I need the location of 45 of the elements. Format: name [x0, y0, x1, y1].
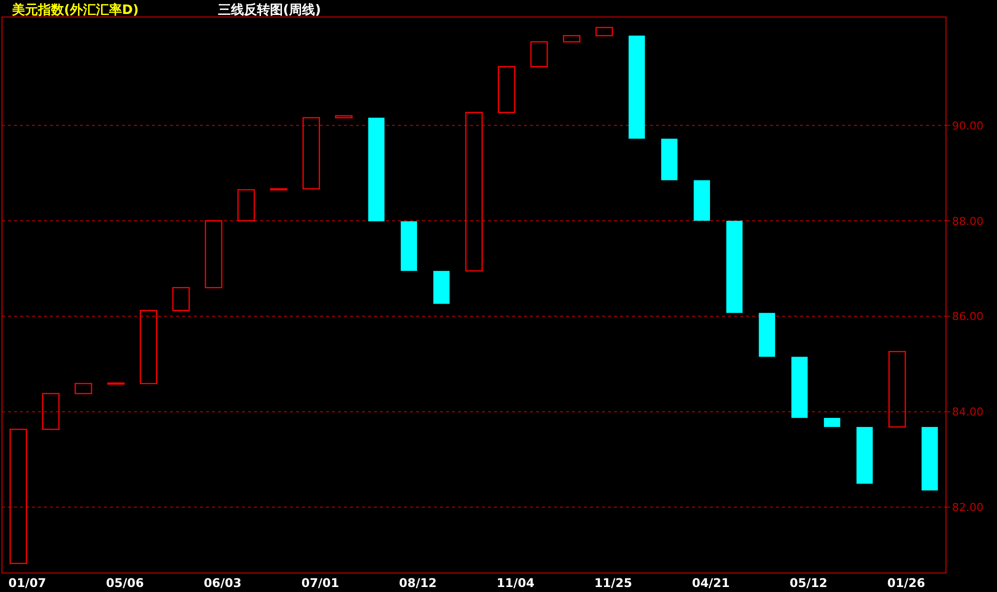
bar: [726, 220, 743, 313]
bar: [42, 392, 60, 430]
bar: [824, 418, 840, 427]
x-tick-label: 11/04: [496, 576, 534, 590]
bar: [335, 115, 353, 118]
bar: [433, 270, 450, 304]
bar: [888, 350, 906, 428]
chart-subtitle: 三线反转图(周线): [218, 2, 321, 18]
bar: [758, 312, 776, 357]
bar: [856, 426, 873, 484]
bar: [10, 428, 28, 564]
bar: [791, 356, 808, 418]
x-tick-label: 07/01: [301, 576, 340, 590]
bar: [368, 118, 384, 222]
y-tick-label: 88.00: [952, 214, 984, 228]
y-tick-label: 82.00: [952, 501, 984, 514]
bar: [204, 220, 222, 288]
bar: [74, 382, 92, 394]
x-tick-label: 08/12: [399, 576, 437, 590]
bar: [465, 112, 483, 272]
bar: [562, 35, 580, 42]
bar: [694, 180, 710, 221]
bar: [237, 189, 255, 222]
bar: [595, 26, 613, 36]
y-tick-label: 84.00: [952, 406, 984, 419]
chart-title: 美元指数(外汇汇率D): [11, 2, 139, 18]
x-tick-label: 01/07: [8, 576, 46, 590]
bar: [140, 310, 158, 384]
x-tick-label: 05/06: [106, 576, 144, 590]
x-tick-label: 01/26: [887, 576, 926, 590]
bar: [530, 41, 548, 68]
y-tick-label: 90.00: [952, 119, 984, 132]
x-tick-label: 06/03: [204, 576, 242, 590]
bar: [498, 66, 516, 114]
bar: [302, 117, 320, 190]
x-tick-label: 05/12: [790, 576, 828, 590]
bar: [172, 287, 190, 312]
bar: [400, 221, 418, 271]
bar: [661, 138, 678, 180]
x-tick-label: 11/25: [594, 576, 632, 590]
bar: [107, 382, 125, 385]
bar: [628, 36, 645, 139]
bar: [922, 426, 938, 490]
y-tick-label: 86.00: [952, 310, 984, 324]
x-tick-label: 04/21: [692, 576, 730, 590]
